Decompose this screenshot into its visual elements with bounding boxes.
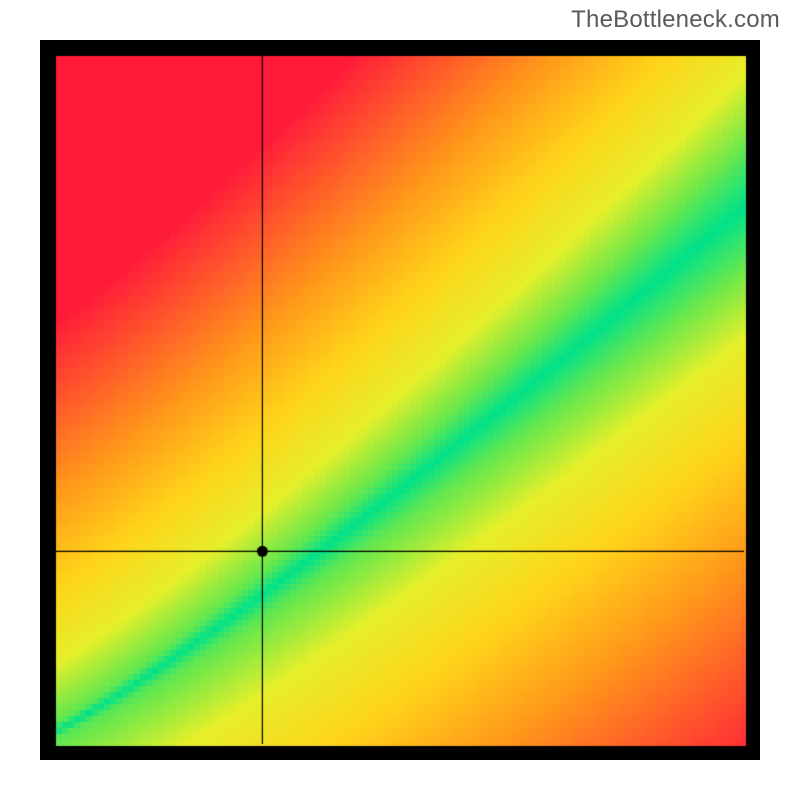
watermark-text: TheBottleneck.com: [571, 6, 780, 34]
plot-area: [40, 40, 760, 760]
heatmap-canvas: [40, 40, 760, 760]
chart-container: TheBottleneck.com: [0, 0, 800, 800]
